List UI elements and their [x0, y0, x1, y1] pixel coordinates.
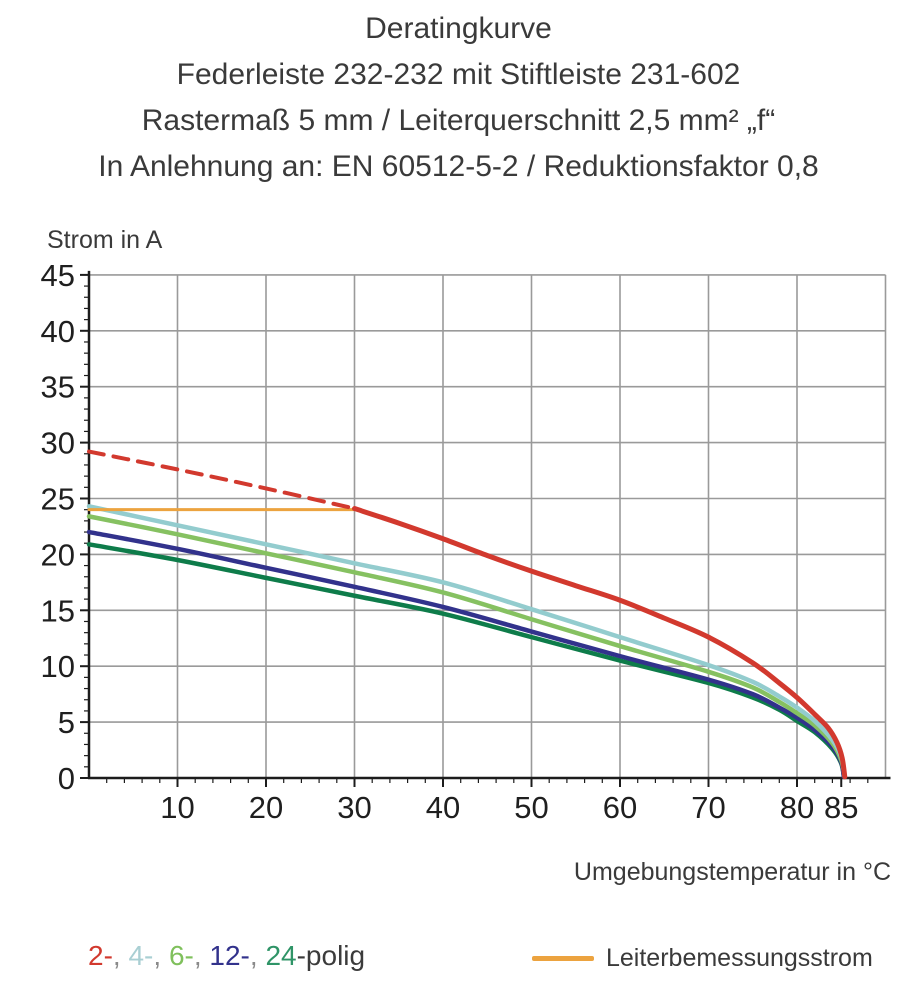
legend-token: , [112, 940, 129, 971]
legend-token: -polig [296, 940, 366, 971]
legend-token: , [193, 940, 210, 971]
x-tick-label: 60 [603, 790, 637, 825]
legend-token: 4- [128, 940, 154, 971]
y-tick-label: 0 [58, 761, 75, 796]
x-tick-label: 20 [249, 790, 283, 825]
axes [87, 270, 891, 780]
chart-title-block: Deratingkurve Federleiste 232-232 mit St… [0, 6, 917, 190]
x-tick-label: 10 [160, 790, 194, 825]
curve-2-polig [352, 506, 848, 780]
tick-labels: 10 20 30 40 50 60 70 80 85 0 5 10 15 20 25 30 35 40 45 [41, 258, 859, 825]
chart-subtitle-standard: In Anlehnung an: EN 60512-5-2 / Reduktio… [98, 150, 819, 183]
gridlines [89, 274, 887, 778]
x-axis-label: Umgebungstemperatur in °C [573, 858, 891, 886]
y-tick-label: 30 [41, 426, 75, 461]
x-tick-label: 80 [780, 790, 814, 825]
axis-ticks [80, 273, 869, 787]
legend-token: , [153, 940, 169, 971]
curve-2-polig-oberhalb-leiterbemessungsstrom- [87, 449, 357, 511]
y-tick-label: 35 [41, 370, 75, 405]
curve-6-polig [86, 514, 848, 780]
legend-rated-current: Leiterbemessungsstrom [532, 944, 873, 973]
y-tick-label: 10 [41, 649, 75, 684]
chart-title: Deratingkurve [365, 12, 552, 45]
y-tick-label: 5 [58, 705, 75, 740]
x-tick-label: 85 [824, 790, 858, 825]
legend-token: 24 [265, 940, 297, 971]
chart-subtitle-spec: Rastermaß 5 mm / Leiterquerschnitt 2,5 m… [141, 104, 776, 137]
rated-current-line-swatch [532, 956, 594, 961]
legend-token: , [249, 940, 266, 971]
curve-4-polig [86, 504, 848, 780]
y-tick-label: 25 [41, 482, 75, 517]
legend-token: 6- [168, 940, 194, 971]
y-tick-label: 40 [41, 314, 75, 349]
x-tick-label: 50 [514, 790, 548, 825]
curves [86, 449, 848, 780]
curve-12-polig [86, 529, 847, 780]
y-tick-label: 20 [41, 537, 75, 572]
x-tick-label: 40 [426, 790, 460, 825]
y-axis-label: Strom in A [47, 226, 163, 254]
y-tick-label: 15 [41, 593, 75, 628]
curve-24-polig [86, 542, 847, 780]
x-tick-label: 30 [337, 790, 371, 825]
y-tick-label: 45 [41, 258, 75, 293]
x-tick-label: 70 [691, 790, 725, 825]
chart-subtitle-product: Federleiste 232-232 mit Stiftleiste 231-… [176, 58, 741, 91]
legend-pole-counts: 2-, 4-, 6-, 12-, 24-polig [88, 940, 365, 972]
legend-token: 12- [209, 940, 250, 971]
rated-current-label: Leiterbemessungsstrom [606, 944, 873, 972]
legend-token: 2- [88, 940, 113, 971]
